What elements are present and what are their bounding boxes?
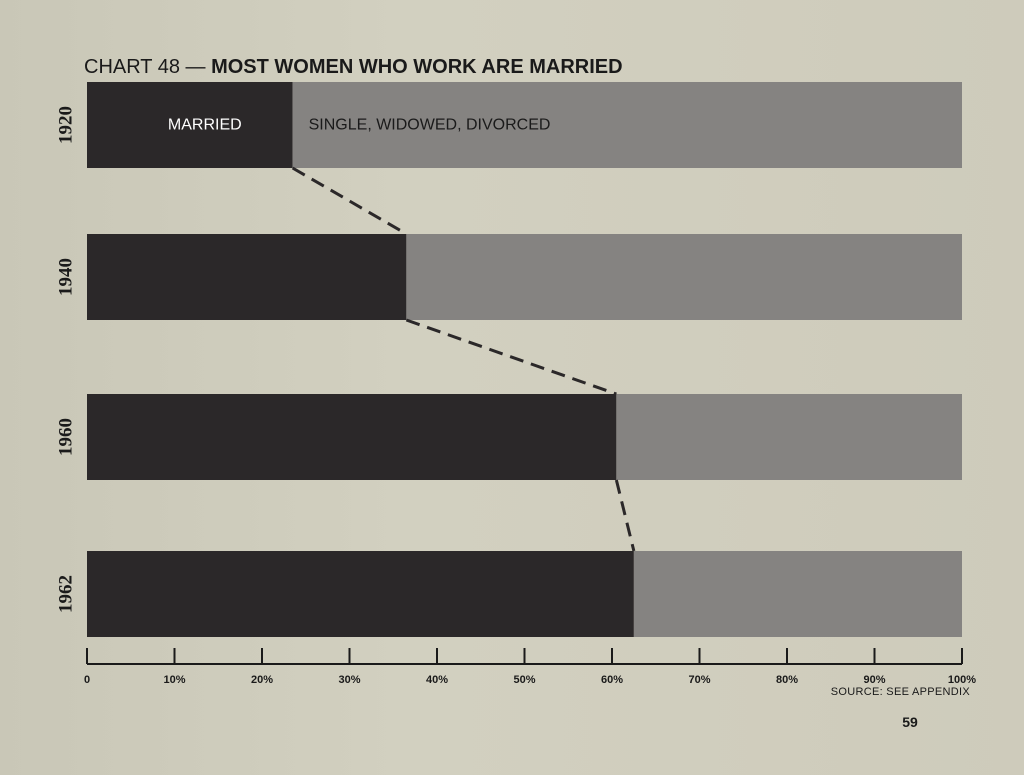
x-tick-label-70: 70%	[688, 674, 710, 686]
x-tick-label-20: 20%	[251, 674, 273, 686]
x-tick-label-0: 0	[84, 674, 90, 686]
year-label-1920: 1920	[56, 106, 77, 144]
connector-1960-1962	[614, 479, 636, 552]
chart-number: CHART 48 —	[84, 56, 206, 78]
legend-label-married: MARRIED	[168, 117, 242, 134]
year-label-1962: 1962	[56, 575, 77, 613]
connector-1920-1940	[291, 166, 408, 236]
source-note: SOURCE: SEE APPENDIX	[830, 686, 970, 698]
connector-1940-1960	[405, 318, 617, 396]
bar-married-1940	[87, 234, 407, 320]
x-tick-label-80: 80%	[776, 674, 798, 686]
x-tick-label-30: 30%	[338, 674, 360, 686]
bar-married-1920	[87, 82, 293, 168]
chart-title: CHART 48 — MOST WOMEN WHO WORK ARE MARRI…	[84, 55, 623, 79]
legend-label-other: SINGLE, WIDOWED, DIVORCED	[309, 117, 551, 134]
x-tick-label-90: 90%	[863, 674, 885, 686]
bar-married-1960	[87, 394, 617, 480]
page-number: 59	[902, 714, 918, 730]
x-tick-label-10: 10%	[163, 674, 185, 686]
bar-other-1920	[292, 82, 962, 168]
year-label-1940: 1940	[56, 258, 77, 296]
bar-other-1940	[406, 234, 962, 320]
x-tick-label-100: 100%	[948, 674, 976, 686]
year-label-1960: 1960	[56, 418, 77, 456]
bar-other-1960	[616, 394, 962, 480]
x-tick-label-40: 40%	[426, 674, 448, 686]
chart-heading: MOST WOMEN WHO WORK ARE MARRIED	[211, 56, 623, 78]
bar-married-1962	[87, 551, 634, 637]
x-tick-label-50: 50%	[513, 674, 535, 686]
bar-other-1962	[633, 551, 962, 637]
x-tick-label-60: 60%	[601, 674, 623, 686]
